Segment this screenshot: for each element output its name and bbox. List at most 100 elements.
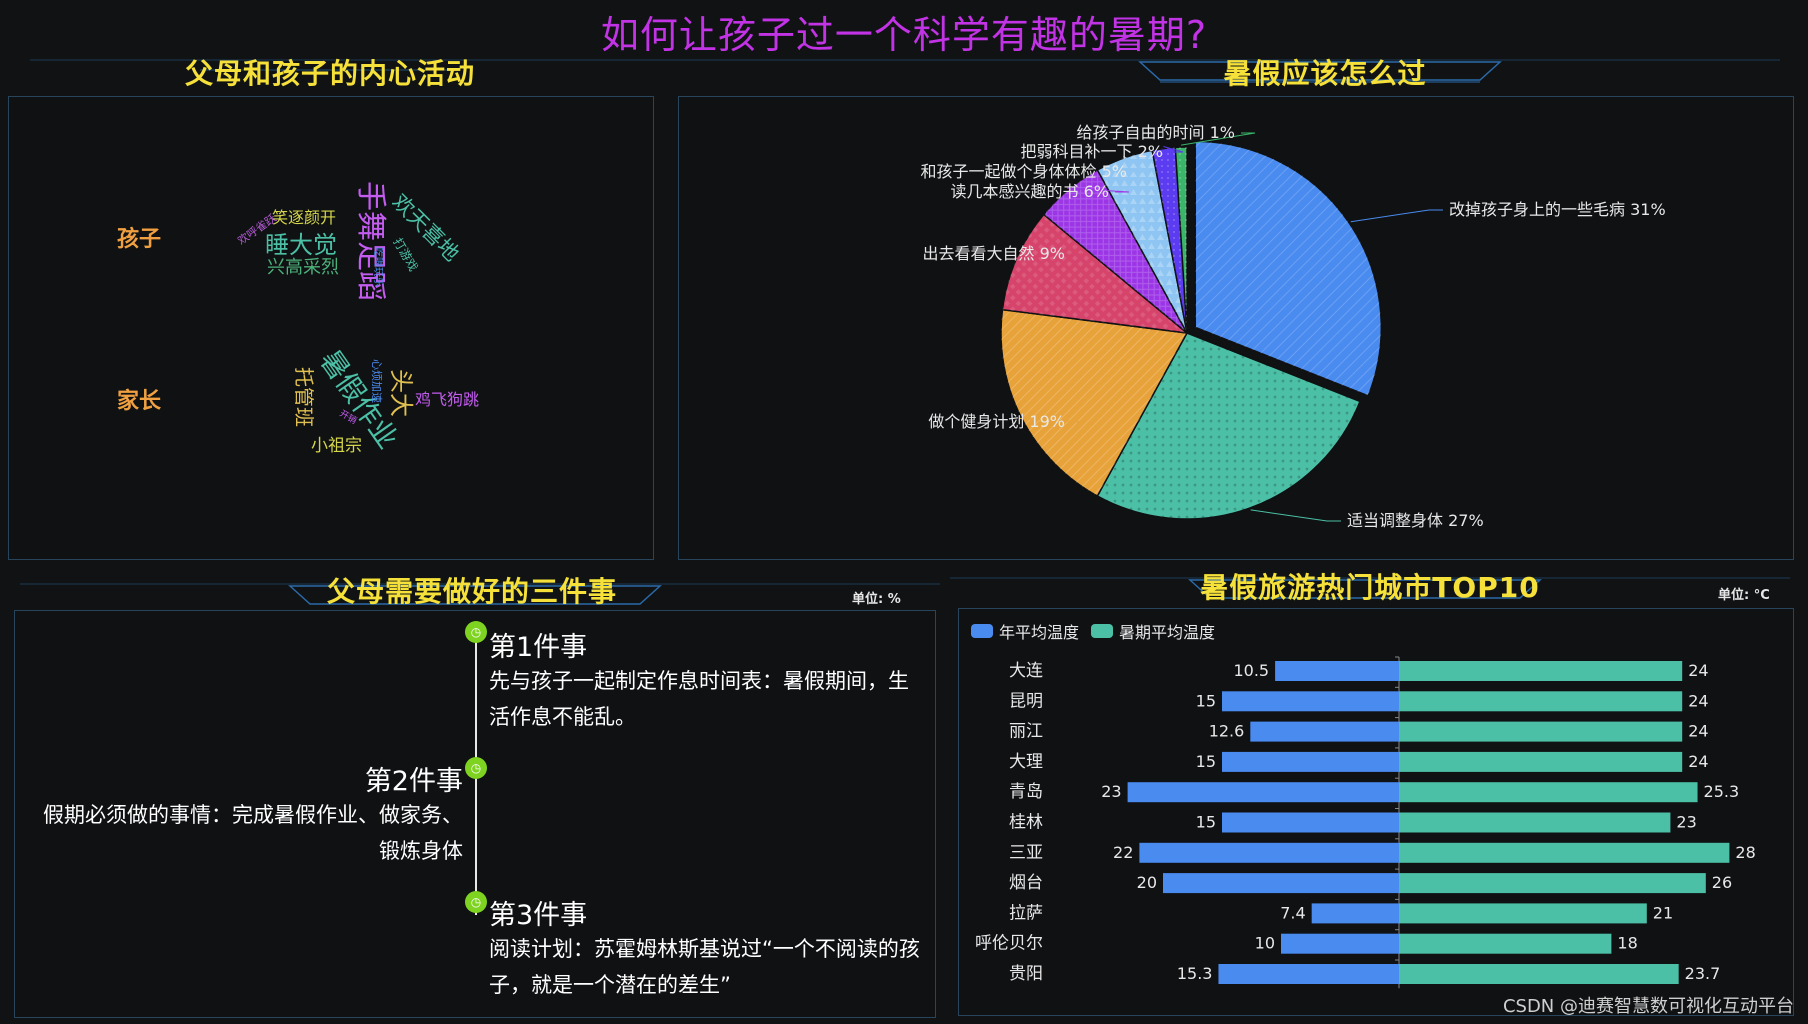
wordcloud-svg: 欢呼雀跃 笑逐颜开 手舞足蹈 欢天喜地 睡大觉 兴高采烈 打游戏 吃喝玩乐 托管… <box>235 181 479 456</box>
bar-summer[interactable] <box>1399 751 1683 772</box>
pie-leader-line <box>1014 253 1086 259</box>
pie-label: 把弱科目补一下 2% <box>1021 142 1163 161</box>
pie-label: 和孩子一起做个身体体检 5% <box>921 162 1127 181</box>
wordcloud-title: 父母和孩子的内心活动 <box>184 57 475 90</box>
bar-value-label: 22 <box>1113 843 1133 862</box>
bar-category-label: 桂林 <box>1009 813 1043 833</box>
bar-annual[interactable] <box>1127 782 1399 803</box>
pie-label: 适当调整身体 27% <box>1347 511 1484 530</box>
timeline-panel: ◷ ◷ ◷ 第1件事 先与孩子一起制定作息时间表：暑假期间，生活作息不能乱。 第… <box>14 610 936 1018</box>
timeline-item-text: 阅读计划：苏霍姆林斯基说过“一个不阅读的孩子，就是一个潜在的差生” <box>489 937 920 997</box>
wordcloud-panel: 孩子 家长 欢呼雀跃 笑逐颜开 手舞足蹈 欢天喜地 睡大觉 兴高采烈 打游戏 吃… <box>8 96 654 560</box>
bar-summer[interactable] <box>1399 782 1698 803</box>
word-cloud-word: 睡大觉 <box>265 231 337 259</box>
pie-panel: 改掉孩子身上的一些毛病 31% 适当调整身体 27% 做个健身计划 19% 出去看看大… <box>678 96 1794 560</box>
legend-label: 年平均温度 <box>999 623 1080 642</box>
bar-annual[interactable] <box>1218 964 1399 984</box>
bar-annual[interactable] <box>1250 721 1399 742</box>
bar-summer[interactable] <box>1399 842 1730 863</box>
bar-value-label: 15.3 <box>1177 964 1213 983</box>
bar-value-label: 12.6 <box>1209 722 1245 741</box>
bar-value-label: 20 <box>1137 873 1157 892</box>
word-cloud-word: 兴高采烈 <box>267 257 339 278</box>
word-cloud-word: 笑逐颜开 <box>272 208 336 227</box>
word-cloud-word: 小祖宗 <box>311 436 362 456</box>
bar-value-label: 24 <box>1688 722 1708 741</box>
word-cloud-word: 打游戏 <box>390 236 420 274</box>
timeline-item-text: 先与孩子一起制定作息时间表：暑假期间，生活作息不能乱。 <box>489 669 909 729</box>
bar-category-label: 贵阳 <box>1009 964 1043 984</box>
bar-summer[interactable] <box>1399 873 1706 894</box>
bar-category-label: 烟台 <box>1009 873 1043 893</box>
pie-slice-pattern <box>1043 170 1187 333</box>
word-cloud-word: 头大 <box>387 369 415 417</box>
timeline-item-title: 第3件事 <box>489 900 588 931</box>
legend-swatch <box>971 624 993 638</box>
bar-summer[interactable] <box>1399 933 1612 954</box>
word-cloud-word: 心烦加速 <box>370 359 383 403</box>
bar-value-label: 28 <box>1735 843 1755 862</box>
bar-annual[interactable] <box>1222 691 1399 712</box>
bar-value-label: 24 <box>1688 661 1708 680</box>
bar-legend: 年平均温度 暑期平均温度 <box>971 619 1215 643</box>
pie-slice-pattern <box>1152 147 1187 333</box>
header-decoration-bottom <box>20 577 1790 605</box>
bar-category-label: 三亚 <box>1009 843 1043 863</box>
bar-summer[interactable] <box>1399 691 1683 712</box>
bar-value-label: 23 <box>1676 813 1696 832</box>
parent-wordcloud: 托管班 暑假作业 头大 心烦加速 鸡飞狗跳 开销 小祖宗 <box>292 344 479 456</box>
pie-slice-pattern <box>1001 309 1187 496</box>
bar-title: 暑假旅游热门城市TOP10 <box>1200 571 1540 604</box>
bar-annual[interactable] <box>1163 873 1399 894</box>
bar-value-label: 15 <box>1196 752 1216 771</box>
parent-label: 家长 <box>117 389 162 414</box>
legend-item[interactable]: 暑期平均温度 <box>1091 619 1215 643</box>
child-label: 孩子 <box>117 227 162 252</box>
pie-leader-line <box>1250 509 1341 522</box>
pie-label: 出去看看大自然 9% <box>923 244 1065 263</box>
legend-item[interactable]: 年平均温度 <box>971 619 1079 643</box>
bar-value-label: 24 <box>1688 752 1708 771</box>
bar-summer[interactable] <box>1399 964 1679 984</box>
pie-slice-pattern <box>1195 141 1382 396</box>
bar-annual[interactable] <box>1311 903 1399 924</box>
bar-category-label: 青岛 <box>1009 782 1043 802</box>
clock-icon: ◷ <box>465 891 487 913</box>
bar-summer[interactable] <box>1399 721 1683 742</box>
bar-annual[interactable] <box>1275 661 1399 681</box>
bar-annual[interactable] <box>1222 751 1399 772</box>
bar-summer[interactable] <box>1399 903 1647 924</box>
bar-value-label: 15 <box>1196 691 1216 710</box>
bar-value-label: 25.3 <box>1704 782 1740 801</box>
watermark: CSDN @迪赛智慧数可视化互动平台 <box>1502 996 1794 1017</box>
legend-swatch <box>1091 624 1114 638</box>
pie-slice-pattern <box>1002 214 1187 333</box>
pie-label: 给孩子自由的时间 1% <box>1077 123 1235 142</box>
bar-category-label: 昆明 <box>1009 691 1043 711</box>
timeline-item-text: 假期必须做的事情：完成暑假作业、做家务、锻炼身体 <box>43 803 463 863</box>
bar-value-label: 26 <box>1712 873 1732 892</box>
page-title: 如何让孩子过一个科学有趣的暑期? <box>600 13 1208 57</box>
word-cloud-word: 鸡飞狗跳 <box>415 390 479 409</box>
pie-leader-line <box>1067 187 1130 193</box>
timeline-item-title: 第1件事 <box>489 632 588 663</box>
word-cloud-word: 手舞足蹈 <box>353 181 388 301</box>
word-cloud-word: 托管班 <box>292 367 316 427</box>
bar-value-label: 10.5 <box>1233 661 1269 680</box>
bar-summer[interactable] <box>1399 661 1683 681</box>
bar-value-label: 18 <box>1617 934 1637 953</box>
bar-summer[interactable] <box>1399 812 1671 833</box>
timeline-item-title: 第2件事 <box>364 766 463 797</box>
bar-annual[interactable] <box>1222 812 1399 833</box>
pie-label: 做个健身计划 19% <box>928 412 1065 431</box>
clock-icon: ◷ <box>465 621 487 643</box>
clock-icon: ◷ <box>465 757 487 779</box>
pie-leader-line <box>1123 155 1149 173</box>
pie-label: 读几本感兴趣的书 6% <box>951 182 1109 201</box>
bar-value-label: 15 <box>1196 813 1216 832</box>
bar-value-label: 7.4 <box>1280 903 1305 922</box>
bar-annual[interactable] <box>1139 842 1399 863</box>
bar-annual[interactable] <box>1281 933 1399 954</box>
pie-slice-pattern <box>1097 150 1187 333</box>
timeline-unit: 单位: % <box>852 592 901 607</box>
